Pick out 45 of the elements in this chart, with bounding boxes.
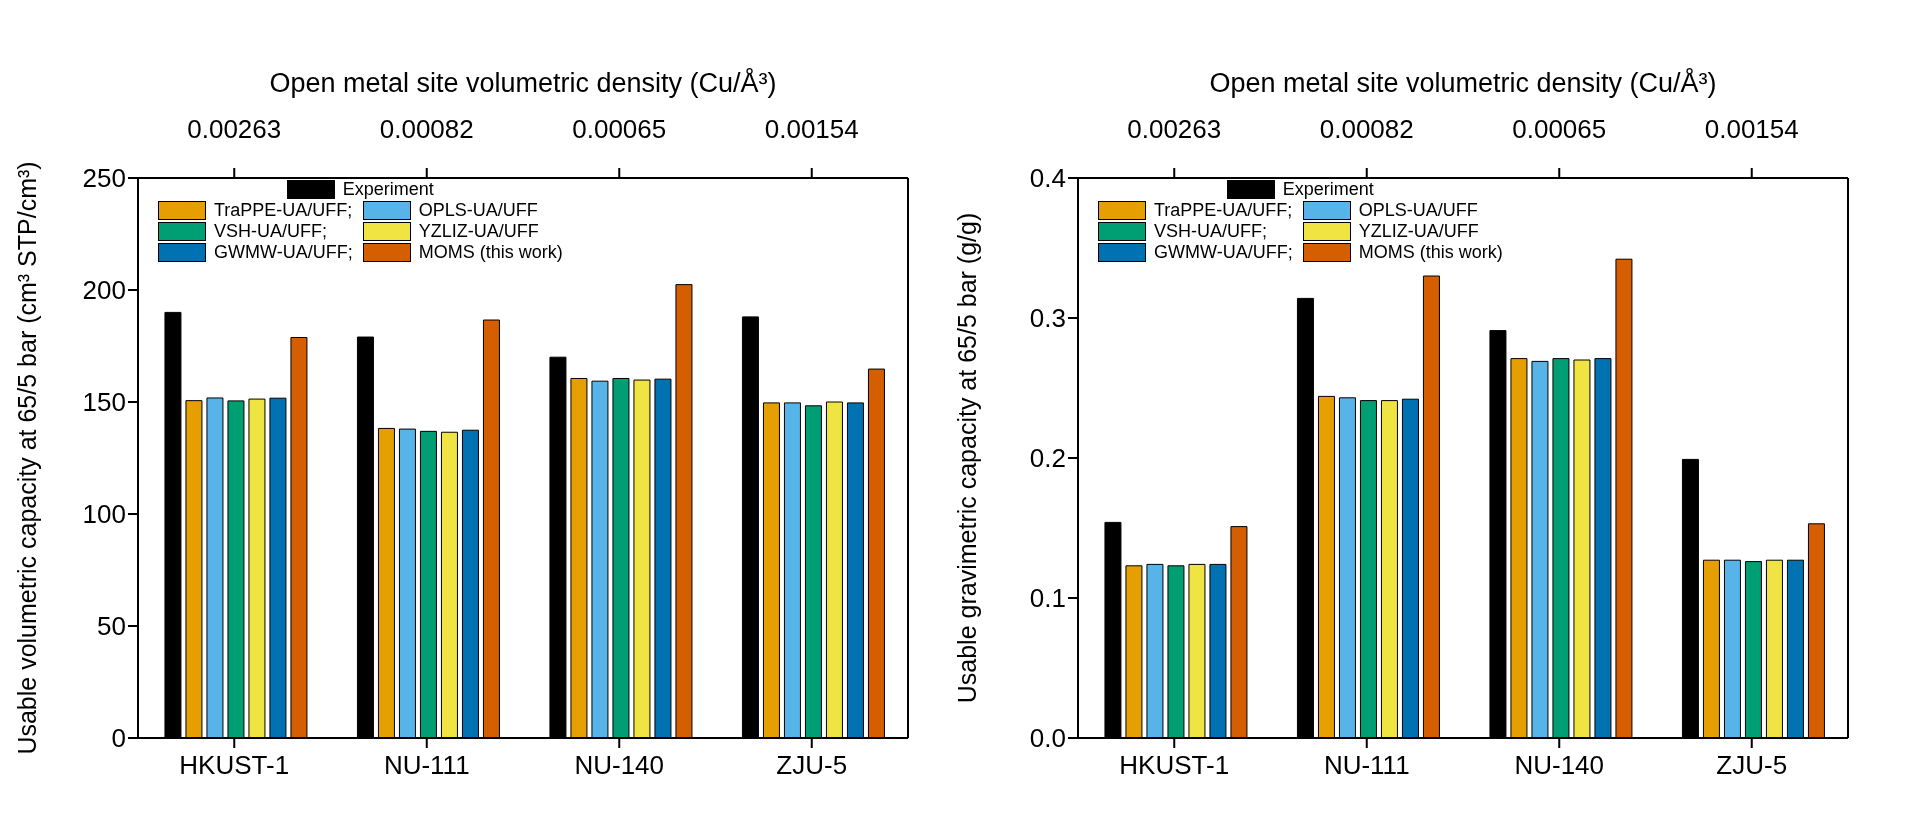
x-tick-label: ZJU-5	[776, 750, 848, 781]
y-tick-label: 0.1	[1029, 583, 1066, 614]
y-tick-label: 0.0	[1029, 723, 1066, 754]
y-tick-label: 50	[97, 611, 126, 642]
legend-label: MOMS (this work)	[418, 242, 563, 263]
x2-axis-title: Open metal site volumetric density (Cu/Å³)	[268, 68, 778, 99]
annotation: 0.00082	[379, 114, 474, 144]
x-tick-label: HKUST-1	[1119, 750, 1230, 781]
x-tick-label: NU-140	[1514, 750, 1605, 781]
legend-label: MOMS (this work)	[1358, 242, 1503, 263]
legend-label: VSH-UA/UFF;	[1154, 221, 1268, 242]
y-axis-title: Usable gravimetric capacity at 65/5 bar (g/g)	[953, 212, 981, 704]
x-tick-label: ZJU-5	[1716, 750, 1788, 781]
y-tick-label: 0.4	[1029, 163, 1066, 194]
annotation: 0.00263	[187, 114, 282, 144]
y-tick-label: 0.2	[1029, 443, 1066, 474]
x-tick-label: NU-111	[383, 750, 470, 781]
legend-label: Experiment	[342, 179, 434, 200]
y-tick-label: 0.3	[1029, 303, 1066, 334]
x-tick-label: HKUST-1	[179, 750, 290, 781]
legend-label: GWMW-UA/UFF;	[214, 242, 353, 263]
y-tick-label: 150	[82, 387, 126, 418]
legend-label: GWMW-UA/UFF;	[1154, 242, 1293, 263]
annotation: 0.00065	[1512, 114, 1607, 144]
annotation: 0.00082	[1319, 114, 1414, 144]
legend-label: TraPPE-UA/UFF;	[1154, 200, 1293, 221]
y-tick-label: 0	[111, 723, 126, 754]
legend-label: Experiment	[1282, 179, 1374, 200]
annotation: 0.00154	[764, 114, 859, 144]
y-tick-label: 100	[82, 499, 126, 530]
legend-label: OPLS-UA/UFF	[418, 200, 538, 221]
legend-label: YZLIZ-UA/UFF	[1358, 221, 1479, 242]
legend-label: OPLS-UA/UFF	[1358, 200, 1478, 221]
legend-label: TraPPE-UA/UFF;	[214, 200, 353, 221]
annotation: 0.00154	[1704, 114, 1799, 144]
x-tick-label: NU-140	[574, 750, 665, 781]
annotation: 0.00263	[1127, 114, 1222, 144]
y-tick-label: 250	[82, 163, 126, 194]
x-tick-label: NU-111	[1323, 750, 1410, 781]
legend-label: YZLIZ-UA/UFF	[418, 221, 539, 242]
annotation: 0.00065	[572, 114, 667, 144]
y-tick-label: 200	[82, 275, 126, 306]
legend-label: VSH-UA/UFF;	[214, 221, 328, 242]
x2-axis-title: Open metal site volumetric density (Cu/Å³)	[1208, 68, 1718, 99]
y-axis-title: Usable volumetric capacity at 65/5 bar (cm³ STP/cm³)	[13, 161, 41, 755]
